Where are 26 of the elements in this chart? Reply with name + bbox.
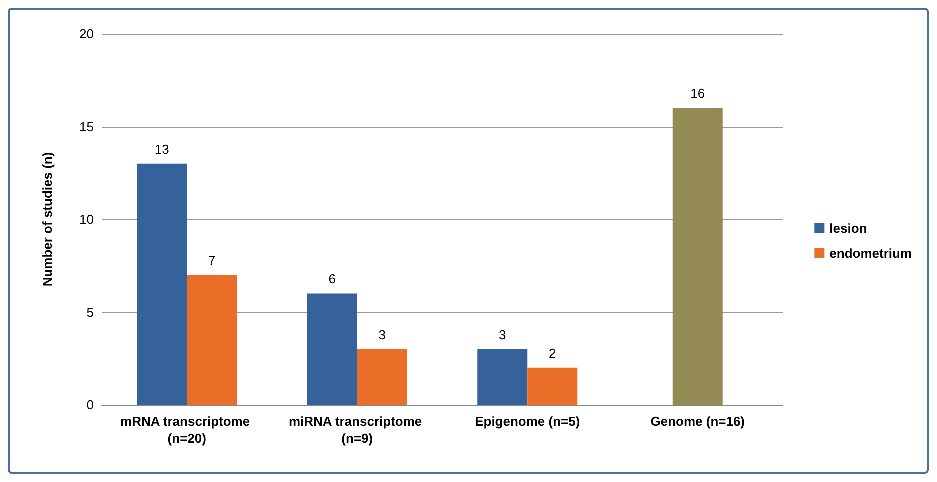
bar [357,349,408,405]
data-label: 16 [690,86,706,102]
x-tick-label: Genome (n=16) [650,414,746,429]
data-label: 3 [378,327,386,342]
y-tick-label: 10 [80,212,94,227]
y-tick-label: 5 [86,304,94,320]
data-label: 2 [549,346,556,361]
bar [672,108,723,405]
legend-label: lesion [830,221,868,236]
data-label: 13 [154,142,170,157]
bar [528,368,578,405]
bar [137,164,188,405]
data-label: 6 [328,272,336,287]
x-tick-label: mRNA transcriptome (n=20) [120,414,254,446]
y-axis-title: Number of studies (n) [40,152,55,287]
data-label: 7 [208,253,216,268]
y-tick-label: 20 [80,26,94,42]
y-tick-label: 0 [86,398,94,412]
bar [187,275,238,405]
y-tick-label: 15 [80,119,94,134]
x-tick-label: miRNA transcriptome (n=9) [288,414,426,446]
bar [307,294,358,405]
bar [478,349,528,405]
legend-label: endometrium [830,246,912,261]
data-label: 3 [499,327,506,342]
x-tick-label: Epigenome (n=5) [475,414,580,429]
